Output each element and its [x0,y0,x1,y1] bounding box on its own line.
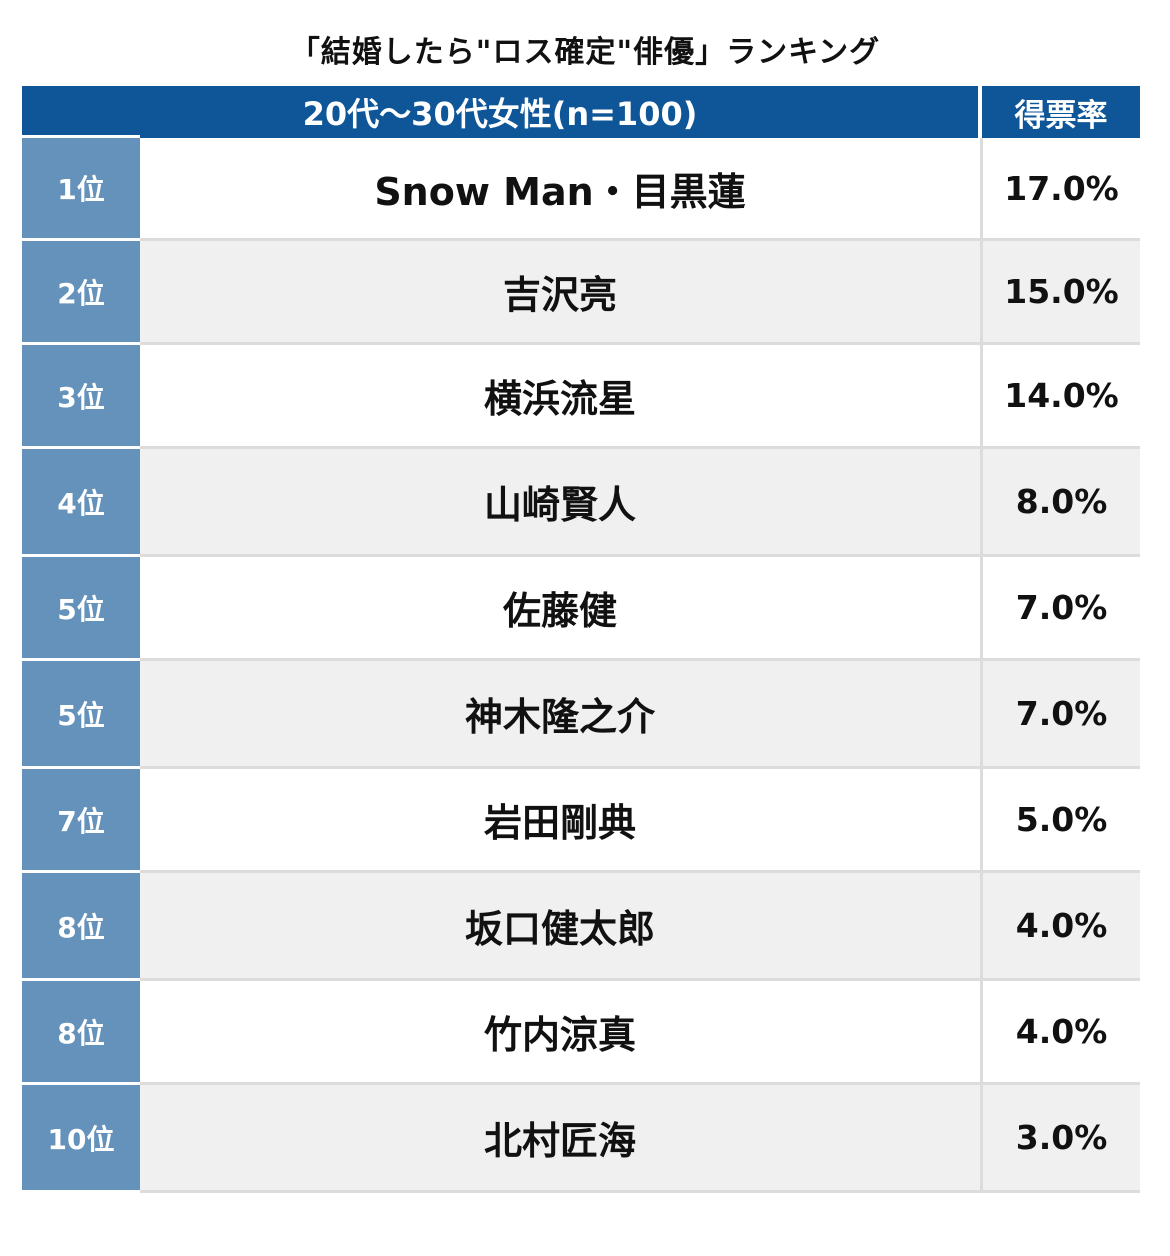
vote-share-cell: 3.0% [983,1085,1140,1190]
vote-share-cell: 8.0% [983,449,1140,554]
table-row: 10位 北村匠海 3.0% [22,1082,1140,1190]
vote-share-cell: 14.0% [983,345,1140,446]
header-respondents: 20代〜30代女性(n=100) [22,86,982,138]
vote-share-cell: 5.0% [983,769,1140,870]
rank-cell: 1位 [22,135,140,238]
actor-name-cell: Snow Man・目黒蓮 [140,138,983,238]
table-row: 5位 神木隆之介 7.0% [22,658,1140,766]
actor-name-cell: 岩田剛典 [140,769,983,870]
actor-name-cell: 北村匠海 [140,1085,983,1190]
actor-name-cell: 山崎賢人 [140,449,983,554]
rank-cell: 10位 [22,1082,140,1190]
rank-cell: 4位 [22,446,140,554]
actor-name-cell: 神木隆之介 [140,661,983,766]
rank-cell: 8位 [22,870,140,978]
table-row: 8位 竹内涼真 4.0% [22,978,1140,1082]
actor-name-cell: 佐藤健 [140,557,983,658]
table-row: 5位 佐藤健 7.0% [22,554,1140,658]
vote-share-cell: 7.0% [983,661,1140,766]
table-bottom-divider [140,1190,1140,1193]
rank-cell: 5位 [22,554,140,658]
table-row: 7位 岩田剛典 5.0% [22,766,1140,870]
table-row: 4位 山崎賢人 8.0% [22,446,1140,554]
table-header-row: 20代〜30代女性(n=100) 得票率 [22,86,1140,138]
table-body: 1位 Snow Man・目黒蓮 17.0% 2位 吉沢亮 15.0% 3位 横浜流星 14.0%… [22,135,1140,1190]
rank-cell: 5位 [22,658,140,766]
vote-share-cell: 4.0% [983,873,1140,978]
chart-title: 「結婚したら"ロス確定"俳優」ランキング [289,35,881,70]
table-row: 3位 横浜流星 14.0% [22,342,1140,446]
table-row: 8位 坂口健太郎 4.0% [22,870,1140,978]
actor-name-cell: 横浜流星 [140,345,983,446]
rank-cell: 2位 [22,238,140,342]
header-vote-share: 得票率 [982,86,1140,138]
vote-share-cell: 4.0% [983,981,1140,1082]
vote-share-cell: 17.0% [983,138,1140,238]
actor-name-cell: 坂口健太郎 [140,873,983,978]
ranking-table: 20代〜30代女性(n=100) 得票率 1位 Snow Man・目黒蓮 17.0%… [22,86,1140,1193]
actor-name-cell: 竹内涼真 [140,981,983,1082]
table-row: 2位 吉沢亮 15.0% [22,238,1140,342]
table-row: 1位 Snow Man・目黒蓮 17.0% [22,135,1140,238]
actor-name-cell: 吉沢亮 [140,241,983,342]
vote-share-cell: 15.0% [983,241,1140,342]
rank-cell: 3位 [22,342,140,446]
vote-share-cell: 7.0% [983,557,1140,658]
rank-cell: 8位 [22,978,140,1082]
rank-cell: 7位 [22,766,140,870]
